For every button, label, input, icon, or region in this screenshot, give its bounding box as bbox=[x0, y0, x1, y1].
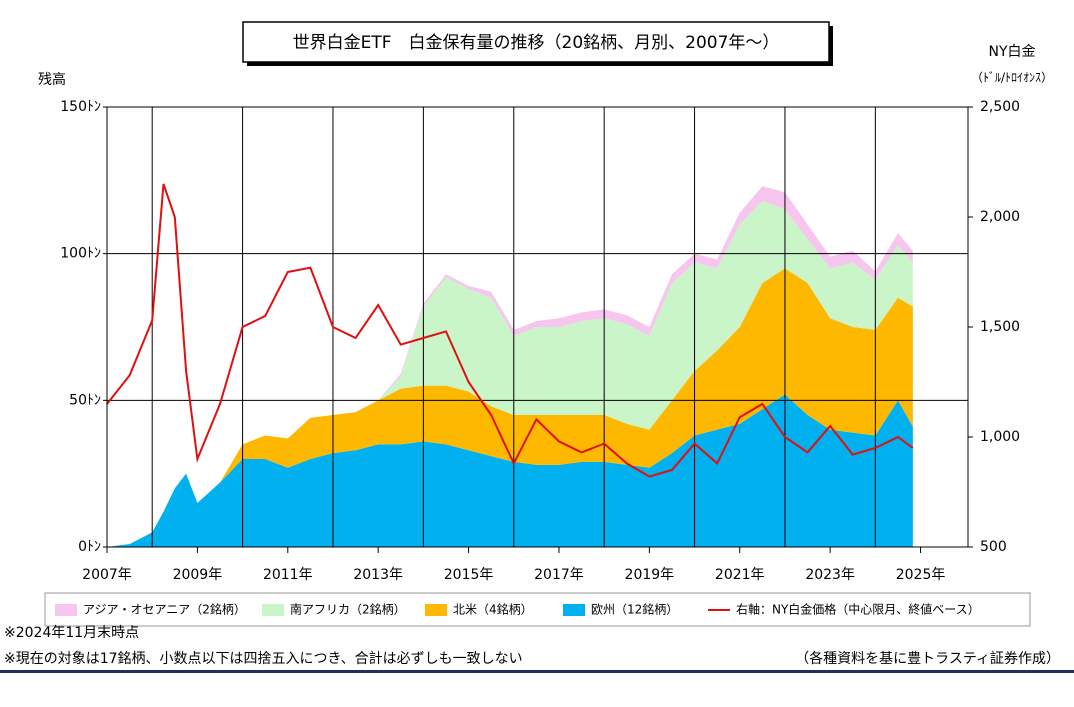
y-tick-label: 100ﾄﾝ bbox=[60, 246, 101, 262]
y2-tick-label: 2,000 bbox=[980, 209, 1020, 225]
x-tick-label: 2007年 bbox=[82, 567, 132, 583]
y-tick-label: 150ﾄﾝ bbox=[60, 99, 101, 115]
legend-label: 欧州（12銘柄） bbox=[591, 602, 678, 617]
plot bbox=[106, 106, 968, 548]
legend-box bbox=[44, 592, 1031, 627]
legend-swatch bbox=[425, 604, 447, 616]
y2-tick-label: 1,500 bbox=[980, 319, 1020, 335]
legend-label: アジア・オセアニア（2銘柄） bbox=[83, 602, 246, 617]
area bbox=[107, 200, 913, 547]
legend-label: 南アフリカ（2銘柄） bbox=[290, 602, 406, 617]
x-tick-label: 2023年 bbox=[805, 567, 855, 583]
x-tick-label: 2025年 bbox=[896, 567, 946, 583]
legend-swatch bbox=[55, 604, 77, 616]
x-tick-label: 2011年 bbox=[263, 567, 313, 583]
legend-swatch bbox=[262, 604, 284, 616]
footer-rule bbox=[0, 670, 1074, 673]
y2-tick-label: 2,500 bbox=[980, 99, 1020, 115]
legend-swatch bbox=[563, 604, 585, 616]
area bbox=[107, 268, 913, 547]
x-tick-label: 2013年 bbox=[353, 567, 403, 583]
y2-axis-unit: （ﾄﾞﾙ/ﾄﾛｲｵﾝｽ） bbox=[971, 71, 1053, 85]
legend-label: 北米（4銘柄） bbox=[453, 602, 533, 617]
legend: アジア・オセアニア（2銘柄） 南アフリカ（2銘柄） 北米（4銘柄） 欧州（12銘柄） 右… bbox=[55, 602, 980, 617]
chart-title: 世界白金ETF 白金保有量の推移（20銘柄、月別、2007年～） bbox=[293, 33, 780, 53]
y2-tick-label: 1,000 bbox=[980, 429, 1020, 445]
note: ※2024年11月末時点 bbox=[4, 625, 139, 641]
line bbox=[106, 183, 914, 478]
x-tick-label: 2019年 bbox=[625, 567, 675, 583]
y-tick-label: 50ﾄﾝ bbox=[69, 392, 101, 408]
x-tick-label: 2017年 bbox=[534, 567, 584, 583]
x-tick-label: 2009年 bbox=[173, 567, 223, 583]
x-tick-label: 2021年 bbox=[715, 567, 765, 583]
area bbox=[107, 394, 913, 547]
y2-tick-label: 500 bbox=[980, 539, 1007, 555]
x-tick-label: 2015年 bbox=[444, 567, 494, 583]
source: （各種資料を基に豊トラスティ証券作成） bbox=[795, 650, 1060, 667]
legend-label: 右軸：NY白金価格（中心限月、終値ベース） bbox=[736, 602, 980, 617]
y-axis-title: 残高 bbox=[38, 71, 66, 88]
y2-axis-title: NY白金 bbox=[988, 44, 1035, 60]
note: ※現在の対象は17銘柄、小数点以下は四捨五入につき、合計は必ずしも一致しない bbox=[4, 650, 523, 667]
y-tick-label: 0ﾄﾝ bbox=[78, 539, 101, 555]
title-box bbox=[242, 21, 830, 63]
